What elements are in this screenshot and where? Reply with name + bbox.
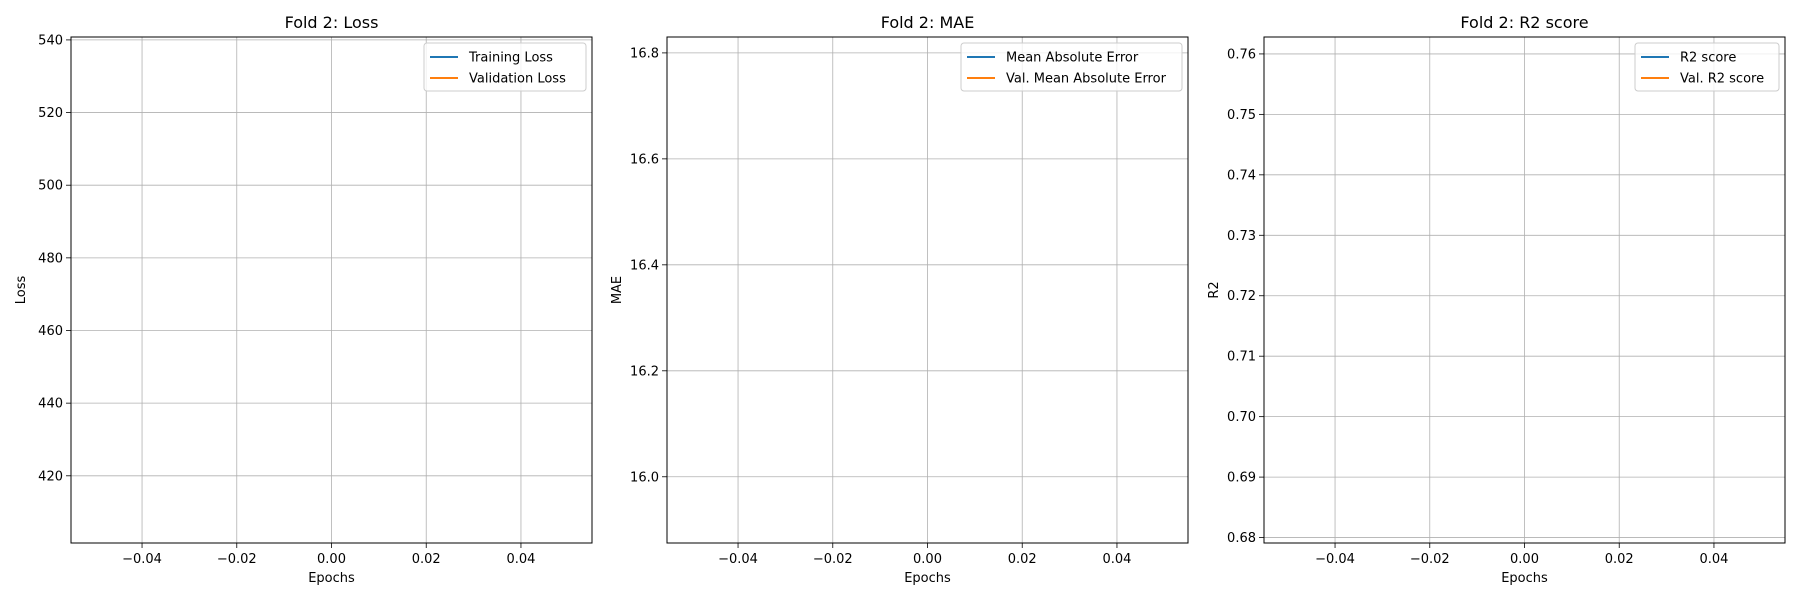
legend: Mean Absolute Error Val. Mean Absolute Er… — [960, 42, 1183, 92]
plot-frame — [70, 36, 593, 544]
y-tick-label: 0.75 — [1227, 108, 1256, 123]
legend: Training Loss Validation Loss — [423, 42, 587, 92]
legend-box — [423, 42, 587, 92]
chart-title: Fold 2: MAE — [881, 13, 975, 32]
y-axis-label: MAE — [610, 276, 625, 304]
x-tick-label: −0.04 — [122, 552, 162, 567]
y-tick-label: 520 — [38, 106, 63, 121]
x-tick-label: 0.02 — [412, 552, 441, 567]
legend-label: Validation Loss — [469, 72, 566, 87]
y-tick-label: 0.69 — [1227, 471, 1256, 486]
plot-frame — [666, 36, 1189, 544]
y-axis-label: R2 — [1207, 281, 1222, 298]
legend-box — [1634, 42, 1780, 92]
x-tick-label: −0.04 — [1315, 552, 1355, 567]
x-tick-label: 0.00 — [317, 552, 346, 567]
y-tick-label: 0.70 — [1227, 410, 1256, 425]
x-tick-label: −0.04 — [718, 552, 758, 567]
x-axis-label: Epochs — [308, 571, 355, 586]
chart-panel-3: −0.04 −0.02 0.00 0.02 0.04 0.68 0.69 0.70 0.71 0.… — [1207, 13, 1786, 586]
x-tick-label: −0.02 — [813, 552, 853, 567]
plot-frame — [1263, 36, 1786, 544]
x-tick-label: −0.02 — [1410, 552, 1450, 567]
y-tick-label: 540 — [38, 33, 63, 48]
chart-panel-2: −0.04 −0.02 0.00 0.02 0.04 16.0 16.2 16.4 16.6 16… — [610, 13, 1189, 586]
y-tick-label: 16.4 — [630, 258, 659, 273]
y-tick-label: 460 — [38, 324, 63, 339]
y-tick-label: 500 — [38, 179, 63, 194]
legend-label: Mean Absolute Error — [1006, 51, 1139, 66]
x-axis-label: Epochs — [904, 571, 951, 586]
x-tick-label: 0.00 — [1510, 552, 1539, 567]
chart-title: Fold 2: R2 score — [1460, 13, 1588, 32]
chart-title: Fold 2: Loss — [285, 13, 379, 32]
chart-panel-1: −0.04 −0.02 0.00 0.02 0.04 420 440 460 480 500 520… — [14, 13, 593, 586]
legend-label: Training Loss — [468, 51, 553, 66]
y-tick-label: 440 — [38, 397, 63, 412]
legend-box — [960, 42, 1183, 92]
x-tick-label: −0.02 — [217, 552, 257, 567]
x-axis-label: Epochs — [1501, 571, 1548, 586]
y-tick-label: 0.73 — [1227, 229, 1256, 244]
y-tick-label: 0.71 — [1227, 350, 1256, 365]
legend-label: R2 score — [1680, 51, 1736, 66]
y-tick-label: 420 — [38, 469, 63, 484]
x-tick-label: 0.00 — [913, 552, 942, 567]
y-tick-label: 16.2 — [630, 364, 659, 379]
y-tick-label: 0.76 — [1227, 47, 1256, 62]
legend: R2 score Val. R2 score — [1634, 42, 1780, 92]
y-tick-label: 0.74 — [1227, 168, 1256, 183]
y-tick-label: 0.72 — [1227, 289, 1256, 304]
legend-label: Val. R2 score — [1680, 72, 1764, 87]
x-tick-label: 0.04 — [1699, 552, 1728, 567]
x-tick-label: 0.04 — [1102, 552, 1131, 567]
x-tick-label: 0.04 — [506, 552, 535, 567]
x-tick-label: 0.02 — [1008, 552, 1037, 567]
legend-label: Val. Mean Absolute Error — [1006, 72, 1167, 87]
y-tick-label: 16.0 — [630, 470, 659, 485]
y-tick-label: 0.68 — [1227, 531, 1256, 546]
y-axis-label: Loss — [14, 276, 29, 305]
y-tick-label: 480 — [38, 251, 63, 266]
y-tick-label: 16.8 — [630, 46, 659, 61]
y-tick-label: 16.6 — [630, 152, 659, 167]
x-tick-label: 0.02 — [1605, 552, 1634, 567]
